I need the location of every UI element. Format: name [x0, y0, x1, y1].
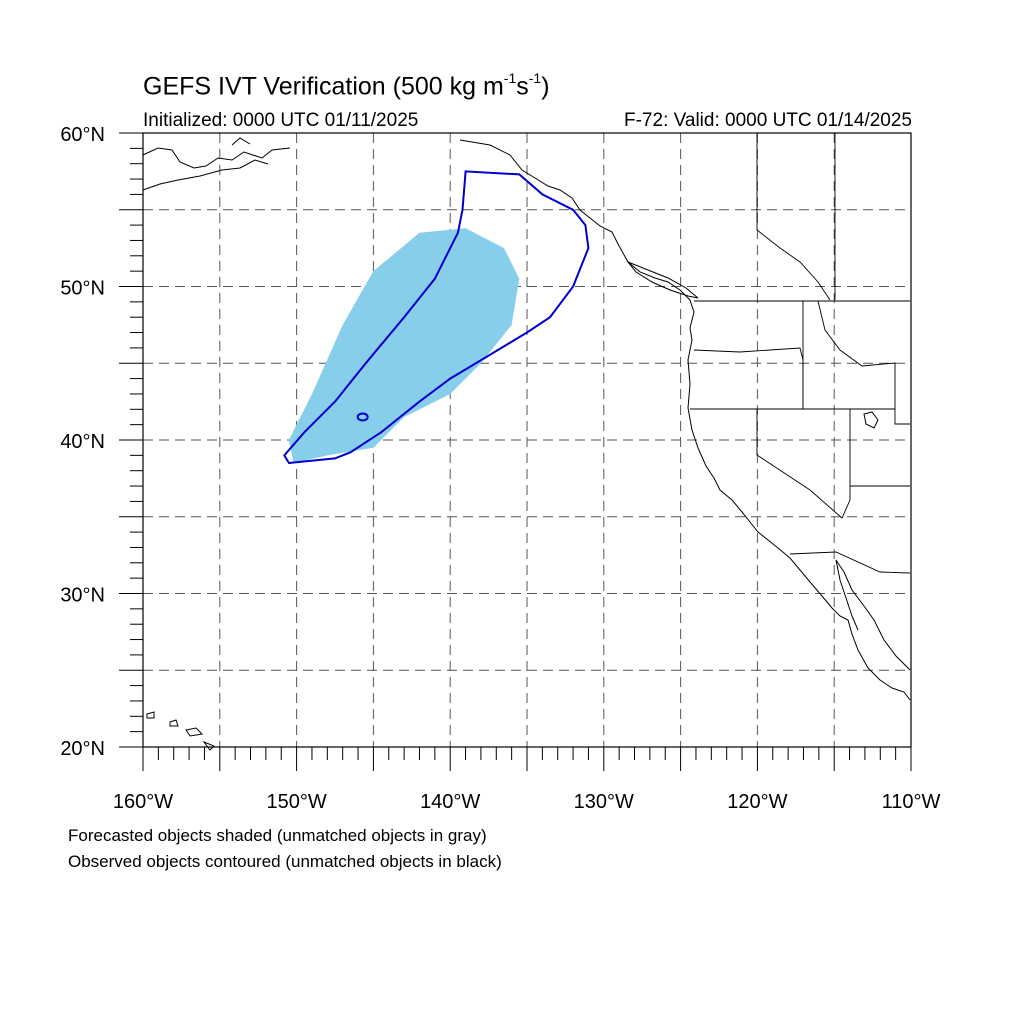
observed-object [283, 170, 590, 465]
idaho-boundary [802, 300, 910, 425]
ivt-objects [283, 170, 590, 465]
initialized-label: Initialized: 0000 UTC 01/11/2025 [143, 110, 419, 131]
nevada-california-border [756, 409, 851, 519]
political-boundaries [690, 133, 911, 574]
lon-label: 150°W [266, 791, 326, 813]
bc-alberta-border [756, 229, 831, 301]
gulf-of-california [835, 559, 911, 671]
forecast-note: Forecasted objects shaded (unmatched obj… [68, 826, 487, 845]
lat-label: 40°N [60, 431, 105, 453]
valid-time-label: F-72: Valid: 0000 UTC 01/14/2025 [624, 110, 912, 131]
observed-object-small [356, 412, 369, 422]
axis-labels: 20°N 30°N 40°N 50°N 60°N 160°W 150°W 140°W 130°W… [60, 124, 940, 813]
grid-lines [143, 133, 911, 747]
lon-label: 160°W [113, 791, 173, 813]
alaska-coastline [142, 137, 291, 191]
observed-note: Observed objects contoured (unmatched ob… [68, 852, 502, 871]
lon-label: 140°W [420, 791, 480, 813]
west-coast-coastline [459, 139, 911, 701]
lat-label: 30°N [60, 585, 105, 607]
us-mexico-border [789, 551, 911, 574]
washington-oregon-border [693, 347, 804, 409]
lat-label: 60°N [60, 124, 105, 146]
lon-label: 120°W [727, 791, 787, 813]
map-title: GEFS IVT Verification (500 kg m-1s-1) [143, 70, 550, 101]
axis-ticks [119, 132, 912, 771]
vancouver-island [626, 260, 699, 299]
forecast-object [288, 228, 520, 463]
lat-label: 50°N [60, 278, 105, 300]
lon-label: 110°W [882, 791, 941, 813]
great-salt-lake [863, 411, 879, 429]
lon-label: 130°W [574, 791, 634, 813]
hawaii-islands [146, 711, 215, 751]
canada-boundary [756, 133, 836, 300]
lat-label: 20°N [60, 738, 105, 760]
coastlines [142, 137, 911, 751]
